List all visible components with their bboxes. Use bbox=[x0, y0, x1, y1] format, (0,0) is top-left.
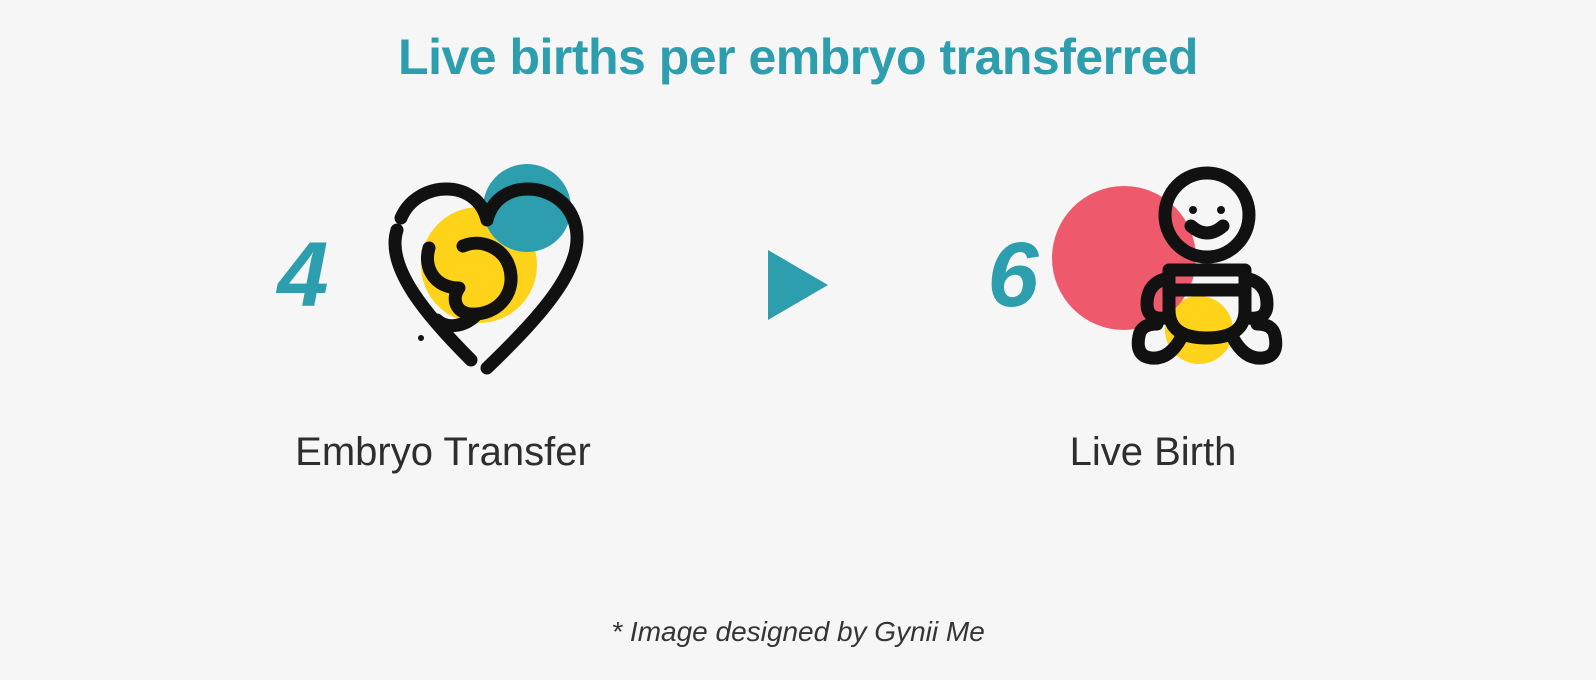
embryo-transfer-label: Embryo Transfer bbox=[295, 430, 591, 475]
embryo-transfer-item: 4 Embryo Transfer bbox=[223, 160, 663, 475]
embryo-heart-icon bbox=[359, 160, 609, 390]
infographic-row: 4 Embryo Transfer bbox=[0, 160, 1596, 475]
page-title: Live births per embryo transferred bbox=[0, 28, 1596, 86]
arrow-icon bbox=[763, 245, 833, 330]
credit-text: * Image designed by Gynii Me bbox=[611, 616, 985, 647]
live-birth-label: Live Birth bbox=[1070, 430, 1237, 475]
title-text: Live births per embryo transferred bbox=[398, 29, 1198, 85]
embryo-transfer-top: 4 bbox=[277, 160, 608, 390]
live-birth-top: 6 bbox=[987, 160, 1318, 390]
live-birth-item: 6 bbox=[933, 160, 1373, 475]
image-credit: * Image designed by Gynii Me bbox=[0, 616, 1596, 648]
live-birth-number: 6 bbox=[987, 223, 1038, 328]
embryo-transfer-number: 4 bbox=[277, 223, 328, 328]
baby-icon bbox=[1069, 160, 1319, 390]
